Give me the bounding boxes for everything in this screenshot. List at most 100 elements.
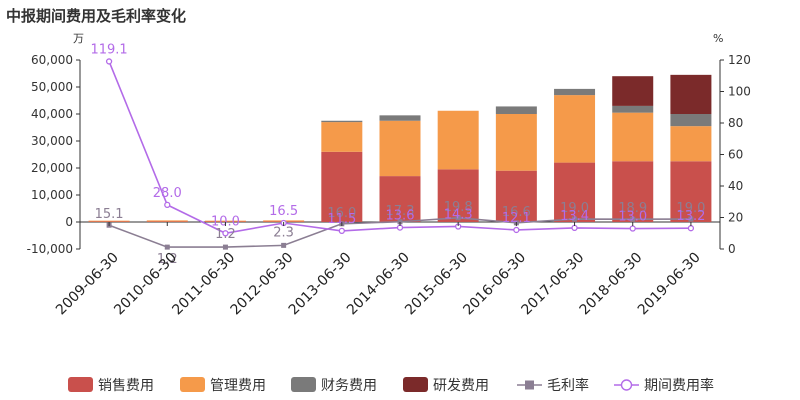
gross-margin-label: 1.2 [215, 227, 236, 242]
expense-rate-label: 11.5 [327, 212, 356, 227]
right-tick-label: 80 [728, 116, 743, 130]
bar-segment [321, 122, 363, 152]
bar-segment [612, 112, 654, 162]
bars [88, 74, 712, 222]
line-point [164, 201, 171, 209]
gross-margin-label: 17.3 [386, 204, 415, 219]
left-tick-label: 20,000 [31, 161, 73, 175]
bar-segment [670, 161, 712, 222]
expense-rate-label: 12.1 [502, 211, 531, 226]
bar-segment [554, 162, 596, 222]
expense-rate-label: 10.0 [211, 214, 240, 229]
gross-margin-label: 19.0 [560, 201, 589, 216]
bar-segment [321, 120, 363, 123]
chart-title: 中报期间费用及毛利率变化 [6, 7, 186, 25]
bar-segment [670, 114, 712, 127]
bar-segment [379, 115, 421, 121]
x-tick-label: 2019-06-30 [635, 250, 704, 319]
gross-margin-label: 19.8 [444, 200, 473, 215]
line-point [687, 225, 695, 232]
bar-segment [146, 220, 188, 222]
right-tick-label: 40 [728, 179, 743, 193]
legend-swatch [68, 377, 93, 392]
right-tick-label: 20 [728, 211, 743, 225]
bar-segment [670, 126, 712, 162]
gross-margin-label: 16.0 [327, 206, 356, 221]
line-point [105, 58, 113, 65]
legend-label: 管理费用 [210, 378, 266, 394]
gross-margin-label: 19.0 [676, 201, 705, 216]
lines [105, 58, 695, 250]
legend-swatch [180, 377, 205, 392]
line-point [338, 227, 345, 235]
bar-segment [204, 220, 246, 222]
bar-segment [612, 105, 654, 113]
line-point [164, 244, 170, 250]
line-point [629, 225, 636, 232]
right-axis-unit: % [713, 32, 723, 45]
line-point [222, 230, 229, 237]
bar-segment [612, 161, 654, 222]
right-tick-label: 120 [728, 53, 751, 67]
bar-segment [437, 169, 479, 222]
data-labels: 15.1 1.2 1.2 2.3 16.0 17.3 19.8 16.6 19.0 18.9 19.… [90, 42, 705, 267]
bar-segment [670, 74, 712, 114]
legend-swatch [403, 377, 428, 392]
bar-segment [554, 88, 596, 96]
expense-rate-label: 13.4 [560, 209, 589, 224]
left-tick-label: 40,000 [31, 107, 73, 121]
left-tick-label: 10,000 [31, 188, 73, 202]
line-point [688, 216, 694, 222]
line-point [222, 244, 228, 250]
legend-label: 毛利率 [547, 377, 589, 394]
line-point [571, 224, 578, 232]
bar-segment [437, 110, 479, 170]
bar-segment [88, 221, 130, 222]
expense-rate-label: 28.0 [153, 186, 182, 201]
bar-segment [146, 221, 188, 222]
left-axis-unit: 万 [73, 32, 84, 45]
line-point [455, 215, 461, 221]
legend-label: 销售费用 [98, 378, 154, 394]
bar-segment [88, 220, 130, 222]
expense-rate-label: 14.3 [444, 207, 473, 222]
expense-rate-label: 13.0 [618, 210, 647, 225]
line-point [572, 216, 578, 222]
bar-segment [321, 151, 363, 222]
right-tick-label: 100 [728, 85, 751, 99]
gross-margin-label: 2.3 [273, 225, 294, 240]
expense-rate-label: 13.2 [676, 209, 705, 224]
left-tick-label: 50,000 [31, 80, 73, 94]
bar-segment [495, 106, 537, 114]
left-tick-label: 0 [65, 215, 73, 229]
x-axis-ticks: 2009-06-302010-06-302011-06-302012-06-30… [53, 222, 704, 318]
line-point [513, 226, 520, 234]
gross-margin-label: 1.2 [157, 252, 178, 267]
right-tick-label: 0 [728, 242, 736, 256]
line-point [281, 242, 287, 248]
line-point [397, 219, 403, 225]
legend-marker [620, 379, 633, 391]
legend-label: 财务费用 [321, 378, 377, 394]
right-tick-label: 60 [728, 148, 743, 162]
legend-label: 期间费用率 [644, 377, 714, 394]
expense-rate-label: 119.1 [90, 42, 127, 57]
left-tick-label: 30,000 [31, 134, 73, 148]
legend-swatch [291, 377, 316, 392]
gross-margin-label: 15.1 [95, 207, 124, 222]
bar-segment [379, 120, 421, 177]
legend-label: 研发费用 [433, 378, 489, 394]
gross-margin-label: 18.9 [618, 201, 647, 216]
axes: -10,000 0 10,000 20,000 30,000 40,000 50,000 60… [27, 53, 751, 256]
left-tick-label: 60,000 [31, 53, 73, 67]
gross-margin-label: 16.6 [502, 205, 531, 220]
expense-rate-label: 16.5 [269, 204, 298, 219]
bar-segment [379, 176, 421, 222]
expense-rate-label: 13.6 [386, 209, 415, 224]
bar-segment [554, 95, 596, 163]
bar-segment [204, 221, 246, 222]
legend-marker [525, 380, 534, 390]
bar-segment [495, 170, 537, 222]
left-tick-label: -10,000 [27, 242, 73, 256]
